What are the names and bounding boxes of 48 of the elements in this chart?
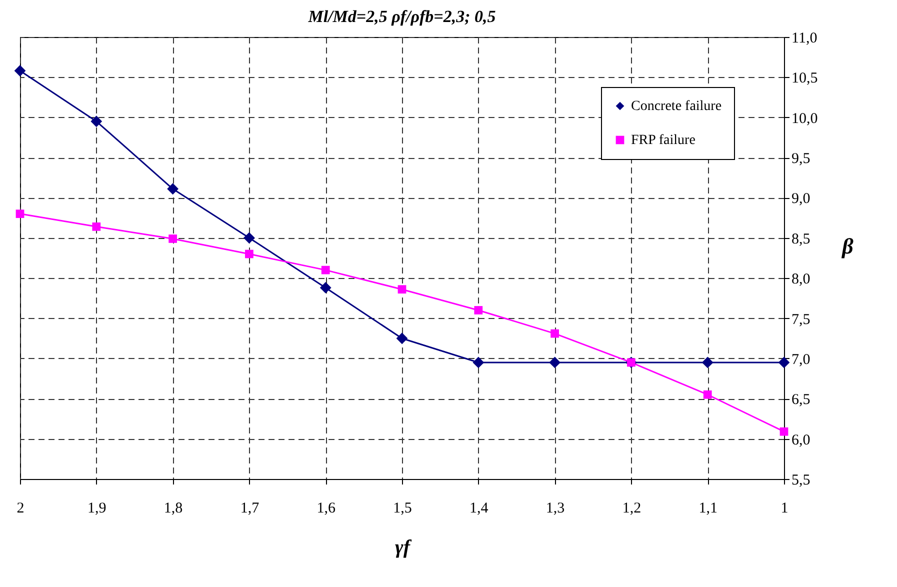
legend-label: Concrete failure xyxy=(631,99,722,114)
point xyxy=(702,356,714,368)
point xyxy=(14,65,26,76)
y-tick-label: 9,5 xyxy=(792,151,810,168)
point xyxy=(244,232,255,244)
legend-label: FRP failure xyxy=(631,133,696,148)
y-tick-label: 7,0 xyxy=(792,352,810,368)
point xyxy=(780,427,788,436)
x-tick-label: 1,5 xyxy=(393,500,412,516)
point xyxy=(321,266,330,274)
y-tick-label: 10,5 xyxy=(792,70,818,87)
point xyxy=(396,332,408,344)
x-tick-label: 1 xyxy=(780,500,788,516)
x-tick-label: 2 xyxy=(16,500,24,516)
x-tick-label: 1,9 xyxy=(88,500,106,516)
y-tick-label: 5,5 xyxy=(792,472,810,488)
point xyxy=(92,222,101,231)
y-axis-title: β xyxy=(841,234,854,258)
point xyxy=(703,390,712,399)
point xyxy=(90,116,102,128)
y-tick-label: 6,5 xyxy=(792,392,810,408)
y-tick-label: 11,0 xyxy=(792,30,818,46)
x-tick-label: 1,1 xyxy=(698,500,718,516)
point xyxy=(778,356,790,368)
y-tick-label: 7,5 xyxy=(792,312,810,328)
x-tick-label: 1,6 xyxy=(316,500,336,516)
y-tick-label: 9,0 xyxy=(792,191,810,208)
y-tick-label: 8,5 xyxy=(792,231,810,248)
x-tick-label: 1,2 xyxy=(622,500,642,516)
point xyxy=(550,329,559,338)
point xyxy=(549,356,560,368)
y-tick-label: 10,0 xyxy=(792,110,818,127)
point xyxy=(167,183,178,195)
point xyxy=(474,306,483,314)
point xyxy=(320,282,332,294)
point xyxy=(398,285,406,294)
y-tick-label: 6,0 xyxy=(792,432,810,448)
point xyxy=(168,234,177,243)
point xyxy=(16,210,24,218)
chart-title: Ml/Md=2,5 ρf/ρfb=2,3; 0,5 xyxy=(307,7,496,26)
x-tick-label: 1,8 xyxy=(164,500,183,516)
point xyxy=(245,250,254,258)
x-tick-label: 1,4 xyxy=(470,500,489,516)
x-tick-label: 1,7 xyxy=(240,500,260,516)
x-tick-label: 1,3 xyxy=(546,500,565,516)
x-axis-title: γf xyxy=(395,536,412,558)
y-tick-label: 8,0 xyxy=(792,272,810,288)
point xyxy=(472,356,484,368)
